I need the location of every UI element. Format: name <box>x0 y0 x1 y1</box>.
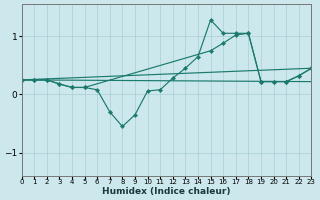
X-axis label: Humidex (Indice chaleur): Humidex (Indice chaleur) <box>102 187 231 196</box>
